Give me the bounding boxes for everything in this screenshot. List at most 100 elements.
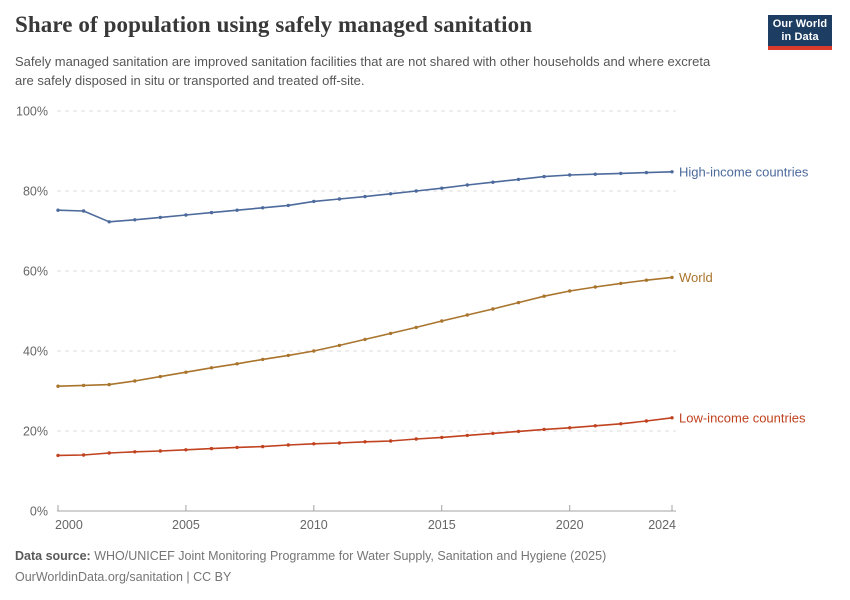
series-line-world[interactable]	[57, 276, 673, 387]
data-point-high-income-countries[interactable]	[286, 203, 290, 208]
data-point-high-income-countries[interactable]	[81, 209, 86, 213]
data-point-high-income-countries[interactable]	[107, 220, 111, 224]
data-point-world[interactable]	[542, 294, 546, 298]
data-point-low-income-countries[interactable]	[644, 419, 649, 423]
data-point-high-income-countries[interactable]	[337, 197, 342, 201]
data-point-world[interactable]	[644, 278, 649, 282]
data-point-low-income-countries[interactable]	[670, 416, 674, 420]
data-point-world[interactable]	[619, 281, 623, 286]
data-point-low-income-countries[interactable]	[337, 441, 342, 445]
data-source-text: WHO/UNICEF Joint Monitoring Programme fo…	[94, 549, 607, 563]
data-point-world[interactable]	[491, 307, 495, 311]
data-point-low-income-countries[interactable]	[286, 443, 290, 447]
data-point-world[interactable]	[133, 379, 137, 383]
data-point-high-income-countries[interactable]	[593, 172, 597, 176]
data-point-world[interactable]	[414, 325, 418, 330]
data-point-low-income-countries[interactable]	[568, 426, 572, 430]
data-point-world[interactable]	[261, 357, 265, 362]
data-point-low-income-countries[interactable]	[491, 431, 495, 436]
data-source-line: Data source: WHO/UNICEF Joint Monitoring…	[15, 546, 606, 567]
x-tick-label: 2024	[648, 518, 676, 532]
data-point-high-income-countries[interactable]	[568, 173, 572, 177]
data-point-world[interactable]	[440, 319, 444, 323]
data-point-high-income-countries[interactable]	[491, 180, 495, 184]
data-point-world[interactable]	[312, 349, 316, 353]
data-point-low-income-countries[interactable]	[388, 439, 393, 443]
data-point-world[interactable]	[56, 384, 60, 388]
data-point-high-income-countries[interactable]	[56, 208, 60, 212]
data-point-high-income-countries[interactable]	[363, 194, 367, 199]
owid-logo-text-line2: in Data	[781, 30, 819, 43]
data-point-high-income-countries[interactable]	[312, 199, 316, 204]
data-point-low-income-countries[interactable]	[619, 422, 623, 426]
data-point-high-income-countries[interactable]	[133, 218, 137, 222]
y-tick-label: 100%	[16, 105, 48, 119]
series-line-low-income-countries[interactable]	[57, 417, 673, 457]
data-point-low-income-countries[interactable]	[56, 453, 60, 458]
x-tick-label: 2015	[428, 518, 456, 532]
owid-logo[interactable]: Our World in Data	[768, 15, 832, 50]
data-point-low-income-countries[interactable]	[414, 437, 418, 441]
data-point-world[interactable]	[568, 289, 572, 293]
data-point-low-income-countries[interactable]	[261, 444, 265, 449]
data-point-high-income-countries[interactable]	[619, 171, 623, 176]
data-point-high-income-countries[interactable]	[465, 183, 469, 187]
data-point-low-income-countries[interactable]	[81, 453, 86, 457]
data-point-high-income-countries[interactable]	[209, 210, 214, 215]
data-point-low-income-countries[interactable]	[107, 451, 111, 455]
data-source-label: Data source:	[15, 549, 91, 563]
data-point-low-income-countries[interactable]	[542, 427, 546, 432]
series-label-high-income-countries[interactable]: High-income countries	[679, 164, 809, 179]
data-point-world[interactable]	[158, 374, 162, 379]
x-tick-label: 2010	[300, 518, 328, 532]
data-point-low-income-countries[interactable]	[133, 450, 137, 454]
data-point-world[interactable]	[286, 353, 290, 358]
data-point-world[interactable]	[184, 370, 188, 374]
y-tick-label: 20%	[23, 425, 48, 439]
data-point-high-income-countries[interactable]	[184, 213, 188, 217]
data-point-low-income-countries[interactable]	[440, 435, 444, 440]
data-point-high-income-countries[interactable]	[158, 215, 162, 220]
data-point-low-income-countries[interactable]	[465, 433, 469, 438]
data-point-high-income-countries[interactable]	[235, 208, 239, 212]
page-title: Share of population using safely managed…	[15, 12, 533, 37]
data-point-low-income-countries[interactable]	[516, 429, 521, 434]
data-point-world[interactable]	[363, 337, 367, 342]
data-point-world[interactable]	[593, 285, 597, 289]
data-point-world[interactable]	[81, 383, 86, 388]
data-point-low-income-countries[interactable]	[235, 445, 239, 450]
series-label-low-income-countries[interactable]: Low-income countries	[679, 410, 806, 425]
data-point-high-income-countries[interactable]	[542, 174, 546, 179]
data-point-world[interactable]	[516, 300, 521, 305]
data-point-high-income-countries[interactable]	[261, 206, 265, 210]
data-point-low-income-countries[interactable]	[184, 448, 188, 452]
data-point-high-income-countries[interactable]	[440, 186, 444, 190]
series-label-world[interactable]: World	[679, 270, 713, 285]
y-tick-label: 80%	[23, 185, 48, 199]
data-point-low-income-countries[interactable]	[158, 449, 162, 453]
data-point-low-income-countries[interactable]	[209, 446, 214, 451]
data-point-world[interactable]	[235, 362, 239, 366]
data-point-low-income-countries[interactable]	[312, 442, 316, 446]
data-point-low-income-countries[interactable]	[593, 424, 597, 428]
chart-footer: Data source: WHO/UNICEF Joint Monitoring…	[15, 546, 606, 587]
data-point-world[interactable]	[107, 382, 111, 387]
license-line[interactable]: OurWorldinData.org/sanitation | CC BY	[15, 569, 232, 584]
data-point-high-income-countries[interactable]	[670, 170, 674, 174]
data-point-high-income-countries[interactable]	[414, 189, 418, 193]
data-point-high-income-countries[interactable]	[516, 177, 521, 182]
data-point-high-income-countries[interactable]	[388, 192, 393, 196]
data-point-high-income-countries[interactable]	[644, 170, 649, 175]
chart-subtitle: Safely managed sanitation are improved s…	[15, 54, 711, 88]
x-tick-label: 2005	[172, 518, 200, 532]
data-point-world[interactable]	[670, 275, 674, 280]
x-tick-label: 2020	[556, 518, 584, 532]
data-point-world[interactable]	[209, 366, 214, 370]
data-point-world[interactable]	[388, 331, 393, 336]
data-point-low-income-countries[interactable]	[363, 440, 367, 444]
y-tick-label: 0%	[30, 505, 48, 519]
data-point-world[interactable]	[465, 313, 469, 317]
data-point-world[interactable]	[337, 343, 342, 348]
y-tick-label: 40%	[23, 345, 48, 359]
